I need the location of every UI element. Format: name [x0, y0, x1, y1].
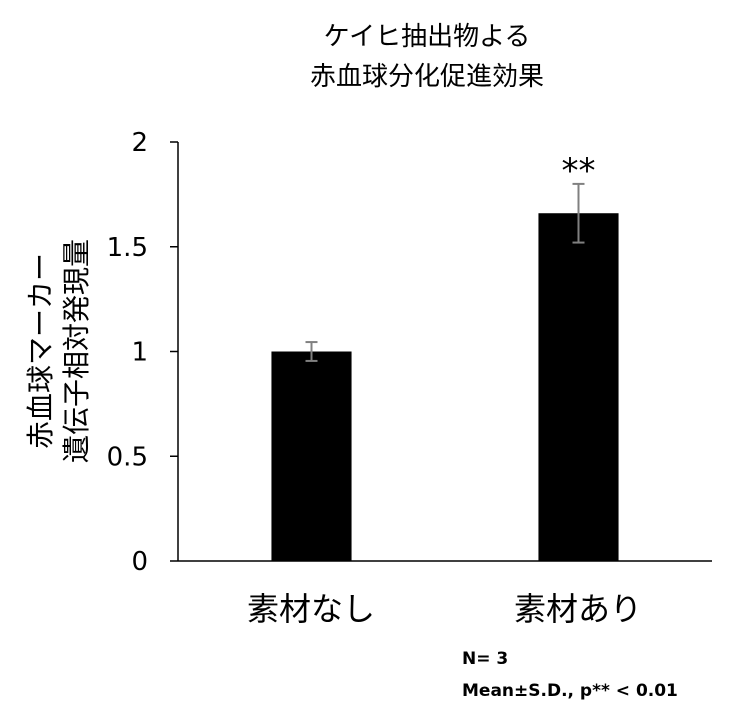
y-tick-label: 1.5	[107, 233, 148, 263]
y-ticks: 0 0.5 1 1.5 2	[107, 128, 178, 577]
chart-title-line-1: ケイヒ抽出物よる	[324, 22, 531, 52]
bar	[538, 213, 619, 562]
y-axis-label-line-2: 遺伝子相対発現量	[60, 239, 93, 463]
y-tick-label: 2	[131, 128, 148, 158]
y-tick-label: 0.5	[107, 442, 148, 472]
chart-title-line-2: 赤血球分化促進効果	[310, 62, 544, 92]
x-tick-label: 素材あり	[514, 590, 642, 628]
statistics-note: Mean±S.D., p** < 0.01	[462, 681, 678, 701]
bar	[271, 351, 352, 561]
y-tick-label: 1	[131, 338, 148, 368]
y-tick-label: 0	[131, 547, 148, 577]
x-tick-label: 素材なし	[247, 590, 375, 628]
bars	[271, 213, 619, 562]
significance-labels: **	[562, 151, 596, 191]
y-axis-label-line-1: 赤血球マーカー	[24, 253, 57, 449]
chart-title: ケイヒ抽出物よる 赤血球分化促進効果	[310, 22, 544, 92]
sample-size-note: N= 3	[462, 649, 508, 669]
y-axis-label: 赤血球マーカー 遺伝子相対発現量	[24, 239, 93, 463]
significance-label: **	[562, 151, 596, 191]
error-bars	[305, 182, 585, 362]
